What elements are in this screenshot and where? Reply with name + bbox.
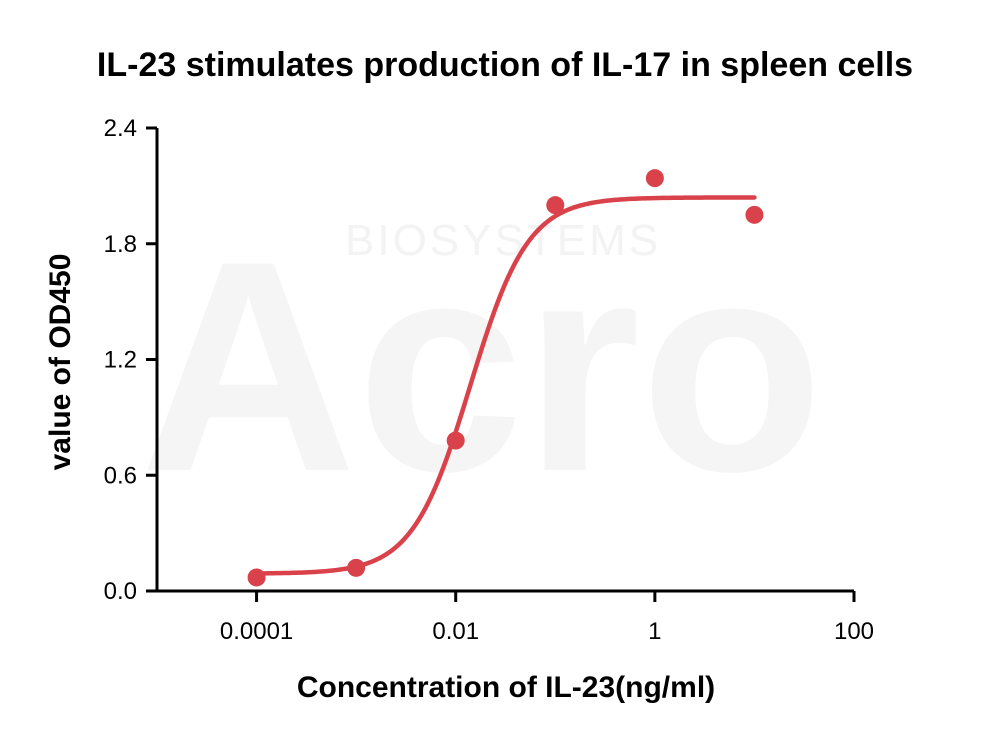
y-tick-label: 0.0 — [104, 578, 137, 605]
x-ticks: 0.0001 0.01 1 100 — [220, 591, 874, 645]
watermark-logo: Acro — [140, 198, 824, 534]
x-tick-label: 0.01 — [432, 618, 479, 645]
data-point — [645, 169, 664, 188]
y-tick-label: 1.2 — [104, 347, 137, 374]
watermark-text: BIOSYSTEMS — [345, 216, 661, 265]
x-tick-label: 100 — [834, 618, 874, 645]
fit-curve — [254, 195, 757, 576]
axes: 0.0001 0.01 1 100 0.0 0.6 1.2 1.8 2.4 — [104, 115, 874, 645]
y-axis-label: value of OD450 — [44, 254, 77, 471]
chart-title: IL-23 stimulates production of IL-17 in … — [97, 46, 913, 84]
data-point — [745, 205, 764, 224]
watermark: Acro BIOSYSTEMS — [140, 198, 824, 534]
x-axis-label: Concentration of IL-23(ng/ml) — [297, 671, 715, 704]
data-point — [446, 431, 465, 450]
data-point — [546, 196, 565, 215]
y-tick-label: 2.4 — [104, 115, 137, 142]
plot-area — [247, 169, 764, 587]
x-tick-label: 0.0001 — [220, 618, 293, 645]
data-points — [247, 169, 764, 587]
y-tick-label: 0.6 — [104, 462, 137, 489]
y-ticks: 0.0 0.6 1.2 1.8 2.4 — [104, 115, 157, 605]
y-tick-label: 1.8 — [104, 231, 137, 258]
data-point — [247, 568, 266, 587]
data-point — [347, 558, 366, 577]
x-tick-label: 1 — [648, 618, 661, 645]
